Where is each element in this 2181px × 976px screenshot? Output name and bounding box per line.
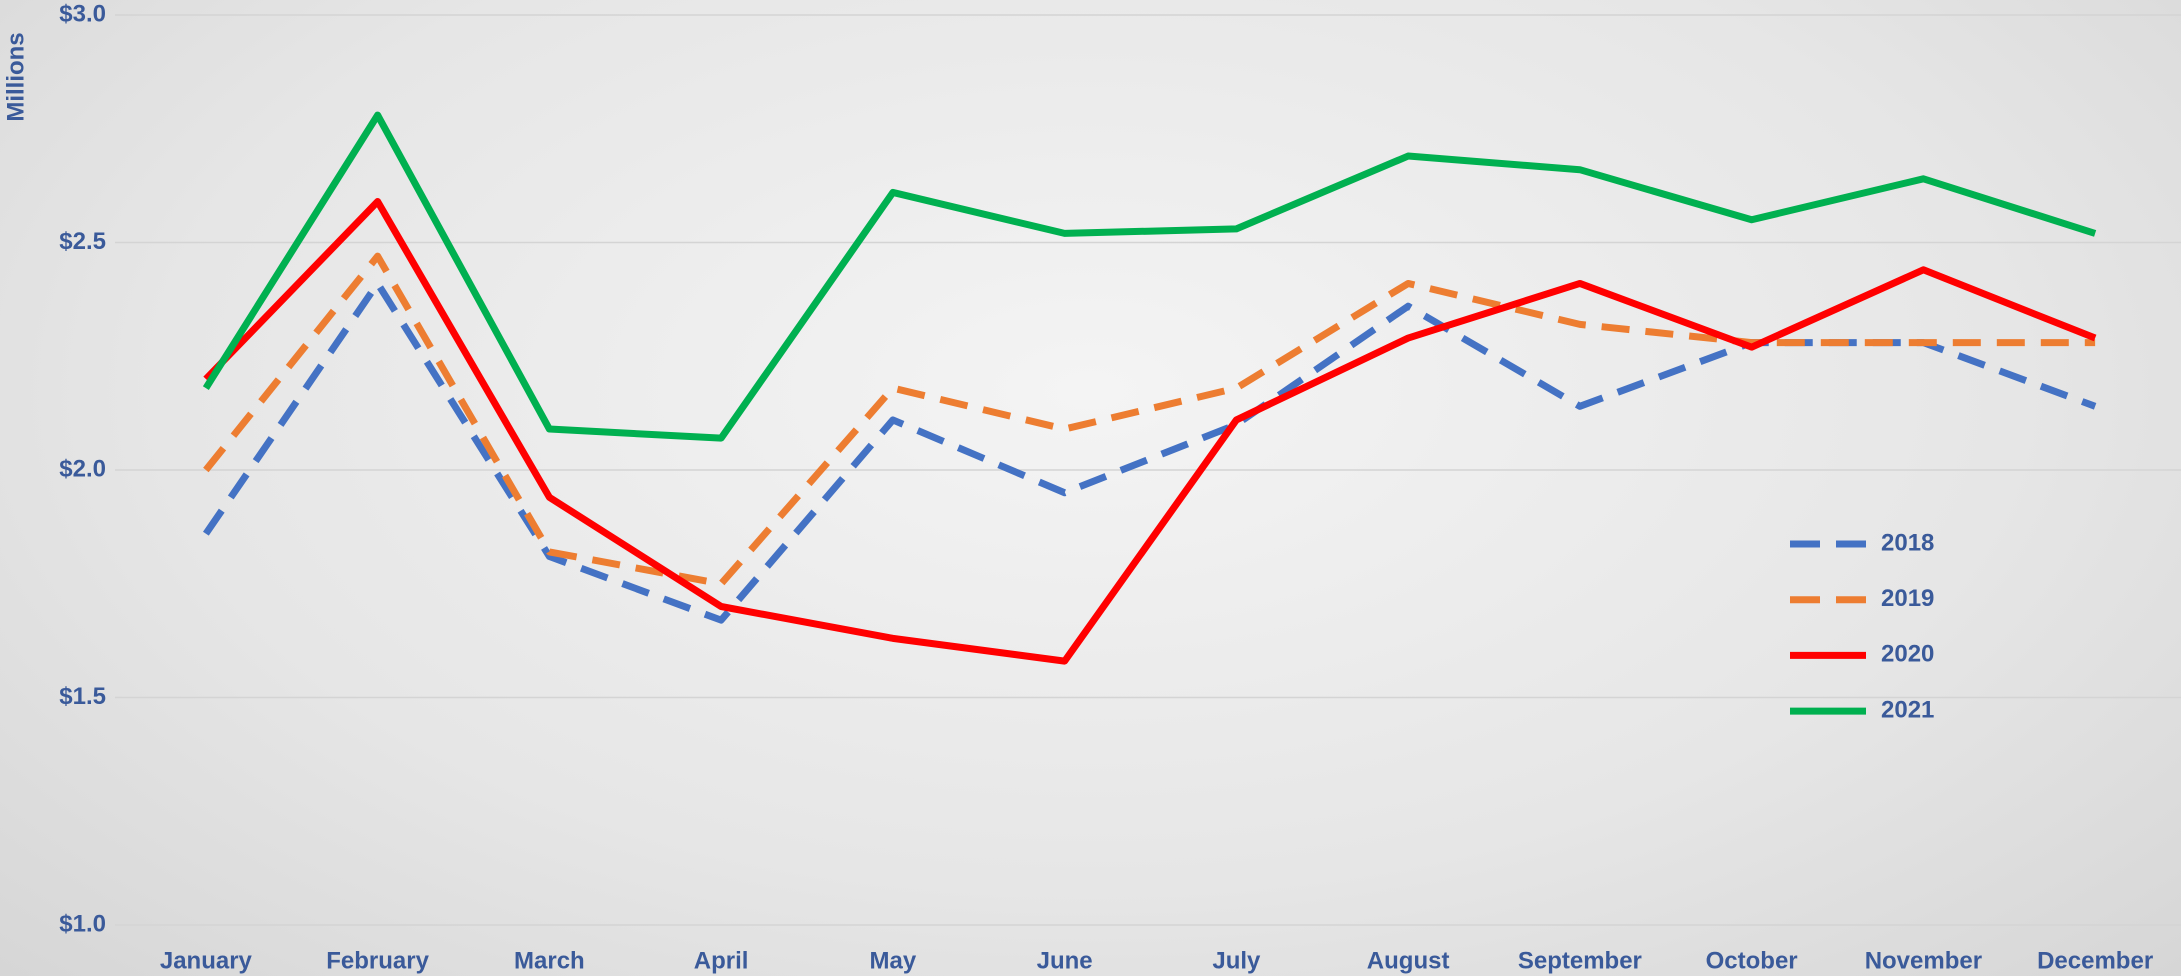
y-tick-label: $3.0 [59,0,106,27]
x-tick-label: March [514,947,585,974]
series-line [203,198,2097,665]
x-tick-label: April [694,947,749,974]
x-tick-label: November [1865,947,1982,974]
y-tick-label: $1.5 [59,683,106,710]
x-tick-label: July [1212,947,1261,974]
y-tick-label: $2.0 [59,455,106,482]
x-tick-label: October [1706,947,1798,974]
legend-label: 2019 [1881,585,1934,612]
legend-label: 2018 [1881,529,1934,556]
y-axis-label: Millions [2,32,29,121]
y-tick-label: $1.0 [59,910,106,937]
y-tick-label: $2.5 [59,228,106,255]
series-line [202,111,2097,442]
x-tick-label: September [1518,947,1642,974]
x-tick-label: August [1367,947,1450,974]
x-tick-label: February [326,947,429,974]
legend-label: 2020 [1881,641,1934,668]
legend-label: 2021 [1881,696,1934,723]
series-line [203,252,2096,588]
series-line [202,279,2097,624]
x-tick-label: June [1037,947,1093,974]
x-tick-label: January [160,947,253,974]
x-tick-label: December [2037,947,2153,974]
x-tick-label: May [870,947,917,974]
